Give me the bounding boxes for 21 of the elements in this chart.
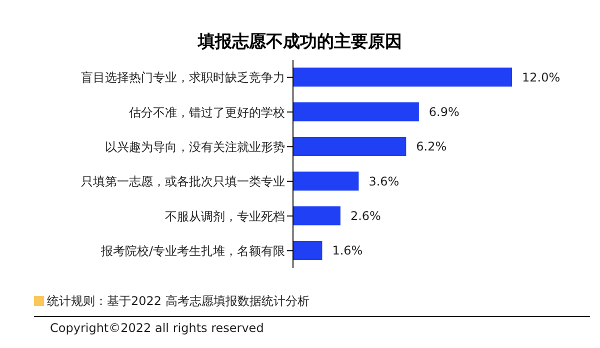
data-label: 12.0%: [522, 70, 560, 84]
data-label: 3.6%: [368, 174, 400, 188]
bar: [293, 206, 340, 226]
data-label: 6.9%: [428, 105, 460, 120]
text: Copyright©2022 all rights reserved: [34, 316, 590, 335]
y-tick-label: 盲目选择热门专业，求职时缺乏竞争力: [81, 70, 285, 85]
data-label: 1.6%: [332, 244, 363, 258]
bar: [293, 68, 512, 87]
bar: [293, 240, 322, 260]
bar: [293, 172, 359, 191]
text: 统计规则：基于2022 高考志愿填报数据统计分析: [47, 292, 310, 310]
chart-title: 填报志愿不成功的主要原因: [196, 31, 403, 54]
data-label: 6.2%: [416, 140, 447, 154]
bar: [293, 102, 419, 122]
y-tick-label: 只填第一志愿，或各批次只填一类专业: [81, 174, 285, 189]
y-tick-label: 以兴趣为导向，没有关注就业形势: [105, 140, 285, 154]
y-tick-label: 不服从调剂，专业死档: [165, 209, 285, 224]
data-label: 2.6%: [350, 209, 381, 224]
y-tick-label: 报考院校/专业考生扎堆，名额有限: [100, 244, 285, 258]
y-tick-label: 估分不准，错过了更好的学校: [128, 105, 285, 120]
bar: [293, 136, 406, 156]
